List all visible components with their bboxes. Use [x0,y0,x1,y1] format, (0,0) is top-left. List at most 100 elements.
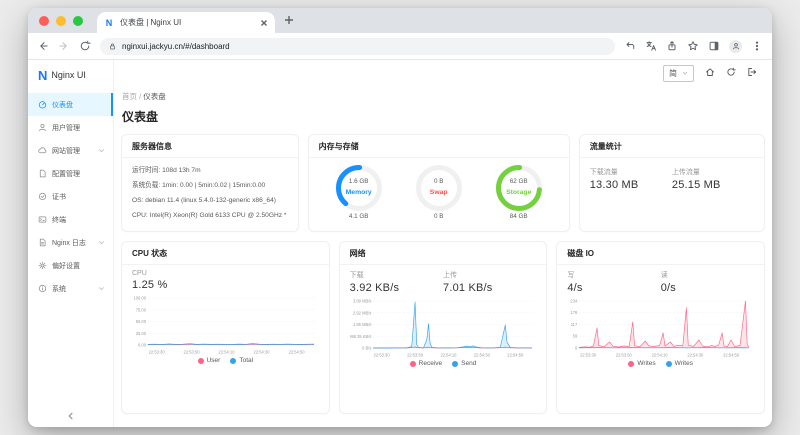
stat-value: 4/s [567,282,583,294]
svg-text:22:54:30: 22:54:30 [254,349,271,354]
gauge-name: Storage [506,189,532,196]
forward-icon[interactable] [58,40,70,52]
svg-text:59: 59 [573,334,578,339]
stat-label: 下载 [349,272,364,279]
certificate-icon [38,192,47,201]
svg-text:22:53:30: 22:53:30 [373,352,390,357]
uptime-line: 运行时间: 108d 13h 7m [132,167,201,174]
settings-icon [38,261,47,270]
chevron-left-icon [67,412,73,420]
network-chart: 0 B/s 996.35 KB/s 1.95 MB/s 2.92 MB/s 3.89 M… [350,297,537,408]
browser-menu-icon[interactable] [751,40,763,52]
cpu-card-body: CPU 1.25 % 0.00 25.00 50.00 75.00 100.00 22:5… [122,265,329,413]
sidebar-item-system[interactable]: 系统 [28,277,113,300]
return-arrow-icon[interactable] [624,40,636,52]
address-bar[interactable]: nginxui.jackyu.cn/#/dashboard [100,37,615,55]
svg-text:22:54:10: 22:54:10 [652,352,669,357]
download-traffic-stat: 下载流量 13.30 MB [590,163,672,191]
legend-dot-icon [230,357,237,364]
minimize-window-button[interactable] [56,15,66,26]
sidebar-item-dashboard[interactable]: 仪表盘 [28,93,113,116]
terminal-icon [38,215,47,224]
tab-strip: N 仪表盘 | Nginx UI [28,8,772,33]
sidebar-item-nginx-logs[interactable]: Nginx 日志 [28,231,113,254]
svg-text:25.00: 25.00 [136,331,147,336]
network-card-body: 下载 3.92 KB/s 上传 7.01 KB/s 0 B/s [340,265,547,413]
stat-label: 写 [567,272,575,279]
chevron-down-icon [682,71,688,75]
breadcrumb: 首页 / 仪表盘 [122,91,765,102]
dashboard-icon [38,100,47,109]
legend-writes[interactable]: Writes [665,360,693,367]
server-info-card: 服务器信息 运行时间: 108d 13h 7m 系统负载: 1min: 0.00… [121,134,299,232]
legend-total[interactable]: Total [230,357,253,364]
new-tab-button[interactable] [284,12,294,30]
logo-mark: N [38,67,48,83]
close-window-button[interactable] [39,15,49,26]
sidebar-item-sites[interactable]: 网站管理 [28,139,113,162]
sidebar-item-users[interactable]: 用户管理 [28,116,113,139]
language-select[interactable]: 简 [663,64,694,82]
sidebar-item-certificates[interactable]: 证书 [28,185,113,208]
gauge-total: 84 GB [509,213,528,220]
disk-write-stat: 写 4/s [567,270,660,294]
sidebar-item-preferences[interactable]: 偏好设置 [28,254,113,277]
stat-label: 读 [660,272,668,279]
sidebar-collapse-button[interactable] [28,405,113,427]
card-title: 网络 [339,242,547,265]
logo-text: Nginx UI [51,70,86,80]
svg-text:2.92 MB/s: 2.92 MB/s [353,310,371,315]
svg-text:22:54:30: 22:54:30 [474,352,491,357]
server-info-body: 运行时间: 108d 13h 7m 系统负载: 1min: 0.00 | 5mi… [122,158,298,231]
legend-user[interactable]: User [197,357,220,364]
logout-icon [748,68,757,76]
translate-icon[interactable] [645,40,657,52]
cpu-line: CPU: Intel(R) Xeon(R) Gold 6133 CPU @ 2.… [132,212,288,219]
disk-card-body: 写 4/s 读 0/s 0 59 117 176 234 22:53:3 [557,265,764,413]
svg-text:996.35 KB/s: 996.35 KB/s [350,334,371,339]
cpu-usage-stat: CPU 1.25 % [132,270,319,291]
cpu-chart: 0.00 25.00 50.00 75.00 100.00 22:53:30 22:53:5… [132,294,319,408]
gauge-total: 4.1 GB [348,213,369,220]
close-tab-icon[interactable] [260,19,268,27]
user-icon [38,123,47,132]
legend-send[interactable]: Send [452,360,476,367]
share-icon[interactable] [666,40,678,52]
legend-writes[interactable]: Writes [628,360,656,367]
reload-icon[interactable] [79,40,91,52]
toolbar-actions [624,39,763,53]
home-button[interactable] [705,64,715,82]
network-upload-stat: 上传 7.01 KB/s [443,270,536,294]
summary-row: 服务器信息 运行时间: 108d 13h 7m 系统负载: 1min: 0.00… [121,134,765,232]
sidebar-item-label: 偏好设置 [52,262,80,270]
refresh-icon [727,67,736,76]
back-icon[interactable] [37,40,49,52]
sidebar-nav: 仪表盘 用户管理 网站管理 配置管理 [28,90,113,405]
browser-window: N 仪表盘 | Nginx UI nginxui.jackyu.cn/#/das… [28,8,772,427]
logout-button[interactable] [747,64,757,82]
zoom-window-button[interactable] [73,15,83,26]
browser-tab[interactable]: N 仪表盘 | Nginx UI [97,12,275,33]
side-panel-icon[interactable] [708,40,720,52]
breadcrumb-home[interactable]: 首页 [122,92,137,101]
stat-value: 1.25 % [132,279,168,291]
app-logo[interactable]: N Nginx UI [28,60,113,90]
log-icon [38,238,47,247]
svg-text:22:53:50: 22:53:50 [184,349,201,354]
svg-text:22:54:10: 22:54:10 [219,349,236,354]
sidebar-item-config[interactable]: 配置管理 [28,162,113,185]
chevron-down-icon [98,239,105,246]
sidebar-item-terminal[interactable]: 终端 [28,208,113,231]
legend-dot-icon [409,360,416,367]
legend-receive[interactable]: Receive [409,360,442,367]
card-title: 内存与存储 [308,135,569,158]
card-title: 流量统计 [579,135,764,158]
cpu-status-card: CPU 状态 CPU 1.25 % 0.00 25.00 50.00 75.00 1 [121,241,330,414]
gauge-used: 0 B [433,178,444,185]
window-controls [39,15,83,26]
refresh-button[interactable] [726,64,736,82]
bookmark-star-icon[interactable] [687,40,699,52]
svg-text:100.00: 100.00 [133,295,146,300]
profile-avatar[interactable] [729,39,742,53]
